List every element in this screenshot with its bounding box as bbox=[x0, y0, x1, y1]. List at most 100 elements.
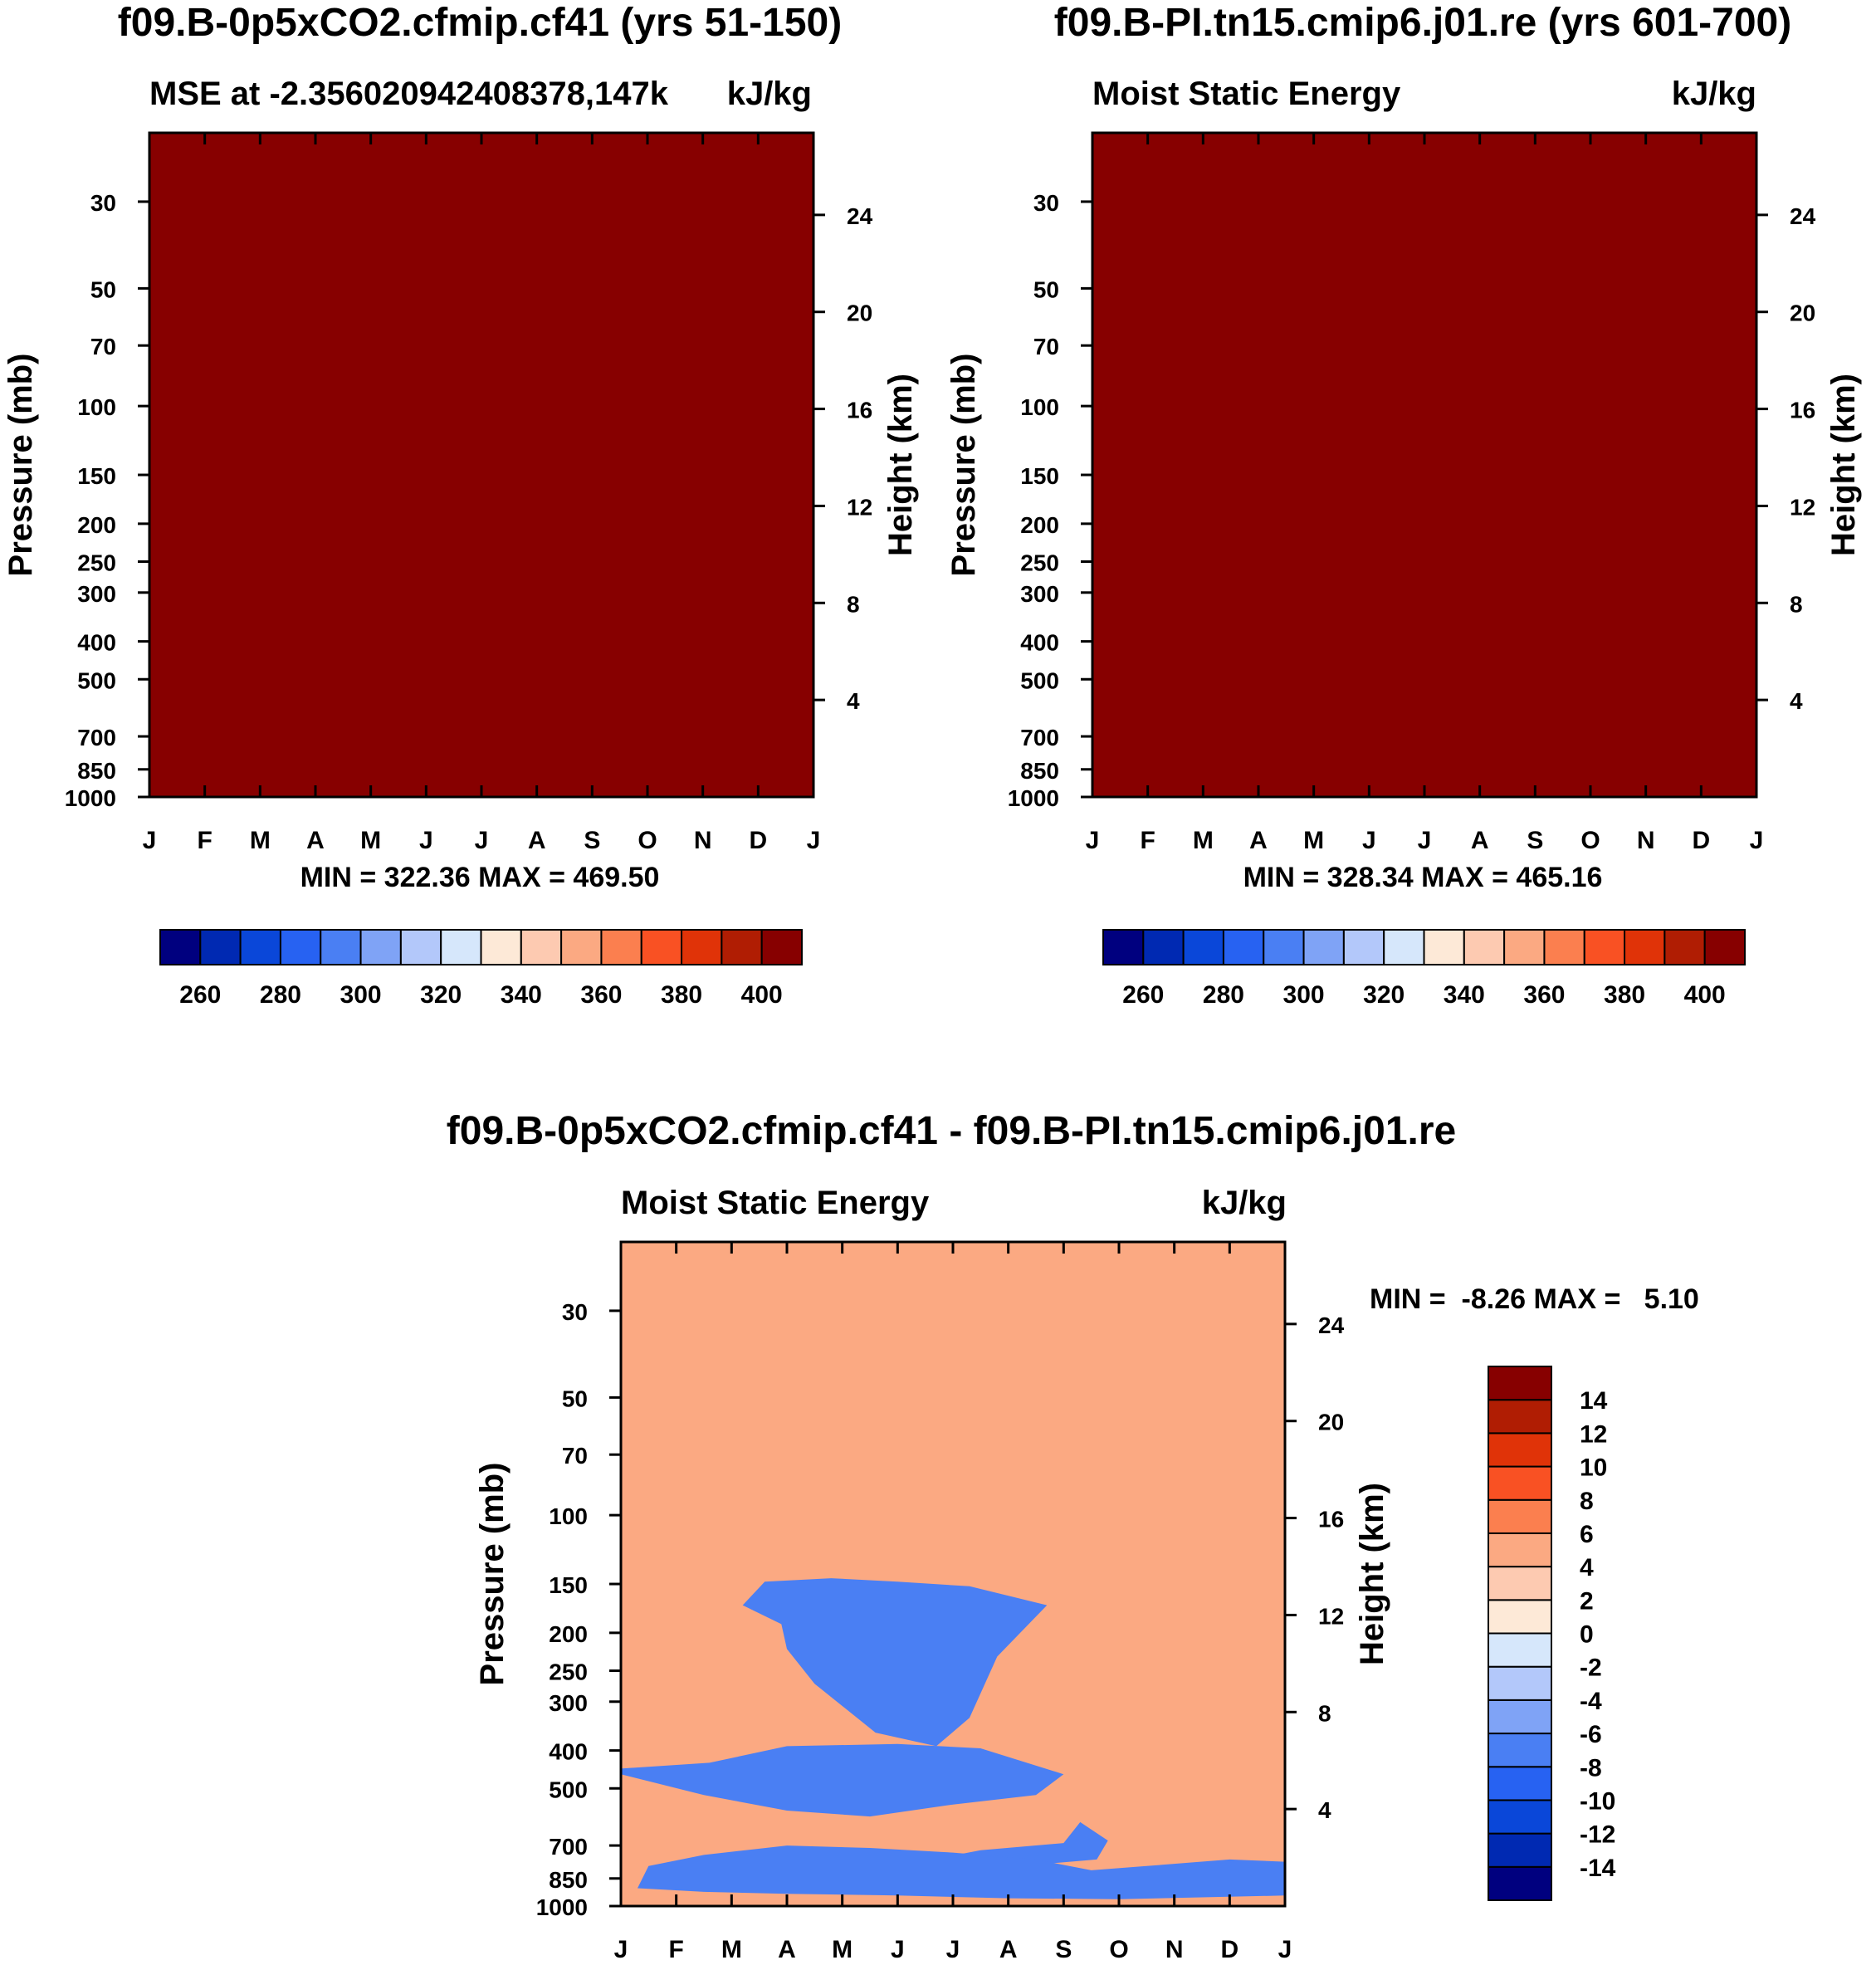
right-colorbar-label: 340 bbox=[1444, 981, 1485, 1009]
right-plot-area: J F M A M J J A S O N D J 30 50 70 100 150 200 250 300 400 500… bbox=[945, 131, 1862, 854]
left-colorbar: 260 280 300 320 340 360 380 400 bbox=[159, 929, 803, 1009]
bottom-y2-tick-label: 20 bbox=[1318, 1410, 1344, 1435]
bottom-y2-tick-label: 24 bbox=[1318, 1312, 1345, 1338]
left-y-tick-label: 150 bbox=[77, 463, 116, 489]
right-colorbar-box bbox=[1543, 929, 1585, 965]
left-colorbar-label: 380 bbox=[661, 981, 702, 1009]
bottom-colorbar-box bbox=[1488, 1465, 1552, 1501]
right-panel: f09.B-PI.tn15.cmip6.j01.re (yrs 601-700)… bbox=[945, 1, 1862, 1009]
left-colorbar-box bbox=[721, 929, 763, 965]
right-y2-tick-label: 4 bbox=[1790, 688, 1803, 714]
right-x-tick-label: S bbox=[1527, 827, 1543, 854]
bottom-x-tick-label: M bbox=[832, 1936, 853, 1963]
left-y-tick-label: 700 bbox=[77, 725, 116, 750]
right-colorbar-box bbox=[1583, 929, 1626, 965]
left-minmax-text: MIN = 322.36 MAX = 469.50 bbox=[300, 862, 660, 893]
right-x-tick-label: M bbox=[1193, 827, 1214, 854]
left-x-tick-label: O bbox=[638, 827, 657, 854]
left-colorbar-box bbox=[640, 929, 683, 965]
bottom-colorbar-label: -10 bbox=[1580, 1787, 1615, 1815]
right-colorbar-box bbox=[1503, 929, 1546, 965]
bottom-x-tick-label: J bbox=[614, 1936, 628, 1963]
bottom-colorbar-box bbox=[1488, 1432, 1552, 1468]
left-y-tick-label: 250 bbox=[77, 550, 116, 576]
bottom-units: kJ/kg bbox=[1202, 1185, 1287, 1221]
bottom-colorbar-box bbox=[1488, 1366, 1552, 1401]
left-y-tick-label: 500 bbox=[77, 667, 116, 693]
right-y-tick-label: 300 bbox=[1020, 581, 1059, 607]
left-y-tick-label: 300 bbox=[77, 581, 116, 607]
right-x-tick-label: A bbox=[1249, 827, 1268, 854]
right-colorbar-box bbox=[1302, 929, 1345, 965]
right-y2-tick-label: 16 bbox=[1790, 398, 1815, 423]
right-y-tick-label: 200 bbox=[1020, 512, 1059, 538]
left-colorbar-box bbox=[520, 929, 563, 965]
bottom-colorbar-box bbox=[1488, 1632, 1552, 1668]
bottom-colorbar-label: 2 bbox=[1580, 1587, 1594, 1615]
left-y2-tick-label: 24 bbox=[847, 203, 873, 229]
bottom-colorbar-box bbox=[1488, 1699, 1552, 1735]
bottom-colorbar-box bbox=[1488, 1865, 1552, 1901]
left-colorbar-box bbox=[560, 929, 603, 965]
left-y-tick-label: 50 bbox=[90, 276, 116, 302]
left-subtitle: MSE at -2.356020942408378,147k bbox=[149, 76, 669, 112]
bottom-minmax-text: MIN = -8.26 MAX = 5.10 bbox=[1370, 1283, 1699, 1315]
left-x-tick-label: J bbox=[419, 827, 433, 854]
right-x-tick-label: N bbox=[1637, 827, 1655, 854]
right-x-tick-label: J bbox=[1086, 827, 1100, 854]
bottom-x-tick-label: O bbox=[1109, 1936, 1128, 1963]
left-colorbar-box bbox=[399, 929, 442, 965]
bottom-y2-tick-label: 4 bbox=[1318, 1797, 1331, 1823]
right-x-tick-label: M bbox=[1303, 827, 1324, 854]
bottom-colorbar-label: 14 bbox=[1580, 1387, 1608, 1415]
bottom-colorbar-box bbox=[1488, 1566, 1552, 1601]
bottom-y2-tick-label: 12 bbox=[1318, 1603, 1344, 1629]
bottom-y-axis-label: Pressure (mb) bbox=[474, 1463, 511, 1686]
bottom-colorbar-box bbox=[1488, 1766, 1552, 1801]
right-colorbar: 260 280 300 320 340 360 380 400 bbox=[1102, 929, 1746, 1009]
left-colorbar-box bbox=[480, 929, 522, 965]
bottom-colorbar-label: 10 bbox=[1580, 1454, 1607, 1482]
left-x-tick-label: N bbox=[694, 827, 712, 854]
right-y-tick-label: 50 bbox=[1033, 276, 1059, 302]
bottom-subtitle: Moist Static Energy bbox=[621, 1185, 930, 1221]
right-subtitle: Moist Static Energy bbox=[1092, 76, 1401, 112]
right-minmax-text: MIN = 328.34 MAX = 465.16 bbox=[1243, 862, 1603, 893]
left-colorbar-box bbox=[320, 929, 362, 965]
right-colorbar-box bbox=[1222, 929, 1265, 965]
left-x-tick-label: A bbox=[528, 827, 546, 854]
right-colorbar-box bbox=[1263, 929, 1305, 965]
left-y-tick-label: 70 bbox=[90, 334, 116, 359]
right-y-tick-label: 400 bbox=[1020, 630, 1059, 656]
bottom-contour-region-0 bbox=[742, 1578, 1048, 1747]
bottom-y-tick-label: 700 bbox=[549, 1834, 588, 1860]
bottom-y-tick-label: 100 bbox=[549, 1503, 588, 1529]
bottom-colorbar-box bbox=[1488, 1399, 1552, 1435]
bottom-y2-axis-label: Height (km) bbox=[1354, 1483, 1390, 1665]
bottom-colorbar-label: -4 bbox=[1580, 1688, 1602, 1715]
right-y-tick-label: 250 bbox=[1020, 550, 1059, 576]
right-main-title: f09.B-PI.tn15.cmip6.j01.re (yrs 601-700) bbox=[1054, 1, 1791, 45]
bottom-y-tick-label: 70 bbox=[562, 1443, 588, 1469]
right-x-tick-label: D bbox=[1692, 827, 1710, 854]
right-colorbar-box bbox=[1624, 929, 1666, 965]
bottom-main-title: f09.B-0p5xCO2.cfmip.cf41 - f09.B-PI.tn15… bbox=[447, 1109, 1456, 1153]
left-y-tick-label: 850 bbox=[77, 758, 116, 784]
right-x-tick-label: J bbox=[1362, 827, 1376, 854]
left-y-tick-label: 100 bbox=[77, 394, 116, 420]
left-y2-tick-label: 8 bbox=[847, 591, 860, 617]
left-colorbar-label: 260 bbox=[179, 981, 221, 1009]
right-units: kJ/kg bbox=[1672, 76, 1756, 112]
bottom-colorbar-label: 12 bbox=[1580, 1420, 1607, 1448]
bottom-y-tick-label: 30 bbox=[562, 1299, 588, 1325]
bottom-colorbar-label: 6 bbox=[1580, 1521, 1594, 1548]
bottom-colorbar-label: 0 bbox=[1580, 1621, 1594, 1649]
left-y2-tick-label: 12 bbox=[847, 494, 872, 520]
right-contour-band-7 bbox=[1092, 133, 1756, 797]
right-colorbar-box bbox=[1663, 929, 1706, 965]
bottom-colorbar-label: -2 bbox=[1580, 1655, 1602, 1682]
bottom-y-tick-label: 850 bbox=[549, 1867, 588, 1893]
right-colorbar-box bbox=[1703, 929, 1746, 965]
bottom-x-tick-label: M bbox=[721, 1936, 742, 1963]
